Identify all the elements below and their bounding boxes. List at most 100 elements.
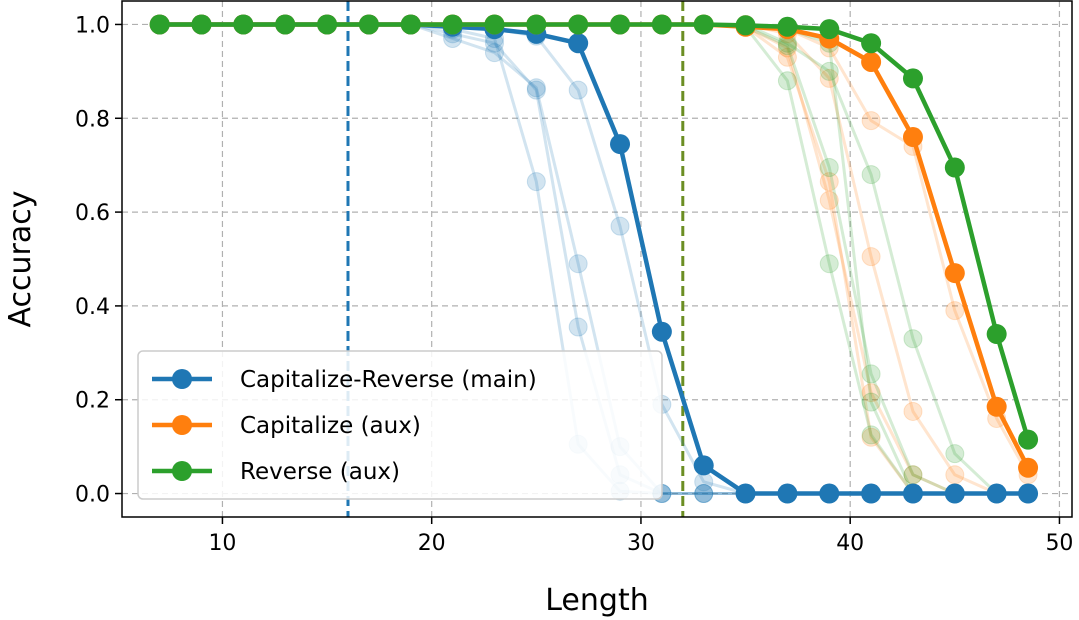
legend-item: Capitalize-Reverse (main) bbox=[152, 367, 537, 393]
faint-run-point bbox=[777, 71, 797, 91]
series-point bbox=[191, 14, 212, 35]
series-point bbox=[735, 483, 756, 504]
faint-run-point bbox=[819, 172, 839, 192]
legend-label: Capitalize (aux) bbox=[240, 413, 421, 439]
faint-run-point bbox=[526, 80, 546, 100]
faint-run-point bbox=[861, 425, 881, 445]
series-point bbox=[233, 14, 254, 35]
series-point bbox=[1018, 457, 1039, 478]
faint-run-point bbox=[861, 383, 881, 403]
series-point bbox=[484, 14, 505, 35]
faint-run-point bbox=[526, 172, 546, 192]
series-point bbox=[693, 14, 714, 35]
series-point bbox=[902, 68, 923, 89]
faint-run-point bbox=[694, 484, 714, 504]
series-point bbox=[777, 16, 798, 37]
faint-run-point bbox=[819, 254, 839, 274]
series-line bbox=[159, 22, 1031, 441]
faint-run-point bbox=[861, 427, 881, 447]
series-point bbox=[861, 483, 882, 504]
faint-run-line bbox=[661, 23, 1029, 495]
faint-run-point bbox=[945, 465, 965, 485]
main-series-layer bbox=[149, 14, 1039, 504]
series-point bbox=[317, 14, 338, 35]
legend: Capitalize-Reverse (main) Capitalize (aux… bbox=[137, 350, 663, 500]
x-tick-label: 20 bbox=[418, 531, 446, 556]
faint-run-point bbox=[568, 80, 588, 100]
legend-item: Capitalize (aux) bbox=[152, 413, 421, 439]
series-point bbox=[400, 14, 421, 35]
series-point bbox=[610, 134, 631, 155]
series-point bbox=[986, 396, 1007, 417]
legend-item: Reverse (aux) bbox=[152, 459, 400, 485]
series-point bbox=[149, 14, 170, 35]
x-tick-label: 50 bbox=[1045, 531, 1073, 556]
series-point bbox=[986, 483, 1007, 504]
legend-label: Capitalize-Reverse (main) bbox=[240, 367, 537, 393]
series-point bbox=[651, 14, 672, 35]
faint-run-point bbox=[819, 61, 839, 81]
faint-run-point bbox=[903, 329, 923, 349]
faint-run-point bbox=[861, 165, 881, 185]
faint-run-line bbox=[661, 23, 1029, 495]
faint-run-point bbox=[777, 47, 797, 67]
faint-run-point bbox=[945, 444, 965, 464]
faint-run-line bbox=[661, 23, 1029, 495]
faint-run-point bbox=[861, 392, 881, 412]
faint-run-point bbox=[945, 301, 965, 321]
faint-run-point bbox=[819, 68, 839, 88]
faint-run-line bbox=[661, 23, 1029, 495]
y-tick-label: 1.0 bbox=[75, 13, 110, 38]
faint-run-point bbox=[484, 43, 504, 63]
series-point bbox=[610, 14, 631, 35]
x-tick-label: 40 bbox=[836, 531, 864, 556]
series-point bbox=[358, 14, 379, 35]
y-tick-label: 0.2 bbox=[75, 389, 110, 414]
faint-run-point bbox=[694, 472, 714, 492]
series bbox=[149, 14, 1039, 450]
series-point bbox=[944, 263, 965, 284]
legend-marker bbox=[172, 461, 192, 481]
legend-marker bbox=[172, 415, 192, 435]
series-point bbox=[861, 33, 882, 54]
legend-label: Reverse (aux) bbox=[240, 459, 400, 485]
y-tick-label: 0.6 bbox=[75, 201, 110, 226]
y-tick-label: 0.8 bbox=[75, 107, 110, 132]
axis-ticks: 10 20 30 40 50 0.0 0.2 0.4 0.6 0.8 1.0 bbox=[75, 13, 1073, 556]
series-point bbox=[568, 14, 589, 35]
x-tick-label: 30 bbox=[627, 531, 655, 556]
faint-run-point bbox=[819, 158, 839, 178]
legend-box bbox=[137, 350, 663, 500]
faint-run-point bbox=[568, 254, 588, 274]
faint-run-point bbox=[861, 247, 881, 267]
y-axis-title: Accuracy bbox=[3, 191, 38, 328]
faint-run-point bbox=[694, 484, 714, 504]
plot-frame bbox=[121, 0, 1073, 518]
faint-run-point bbox=[610, 216, 630, 236]
series-point bbox=[735, 15, 756, 36]
faint-run-point bbox=[903, 401, 923, 421]
faint-run-point bbox=[526, 78, 546, 98]
series-point bbox=[986, 324, 1007, 345]
series-point bbox=[777, 483, 798, 504]
faint-run-line bbox=[661, 23, 1029, 495]
faint-run-point bbox=[694, 484, 714, 504]
faint-run-point bbox=[819, 190, 839, 210]
series-point bbox=[944, 157, 965, 178]
y-tick-label: 0.0 bbox=[75, 483, 110, 508]
series-point bbox=[568, 33, 589, 54]
series-point bbox=[902, 483, 923, 504]
series-point bbox=[944, 483, 965, 504]
series-point bbox=[1018, 429, 1039, 450]
legend-marker bbox=[172, 369, 192, 389]
faint-run-line bbox=[661, 23, 1029, 495]
series-point bbox=[526, 14, 547, 35]
series-point bbox=[819, 483, 840, 504]
series-point bbox=[819, 19, 840, 40]
x-tick-label: 10 bbox=[208, 531, 236, 556]
series-point bbox=[275, 14, 296, 35]
series-point bbox=[651, 321, 672, 342]
faint-run-point bbox=[861, 364, 881, 384]
faint-run-line bbox=[661, 23, 1029, 495]
